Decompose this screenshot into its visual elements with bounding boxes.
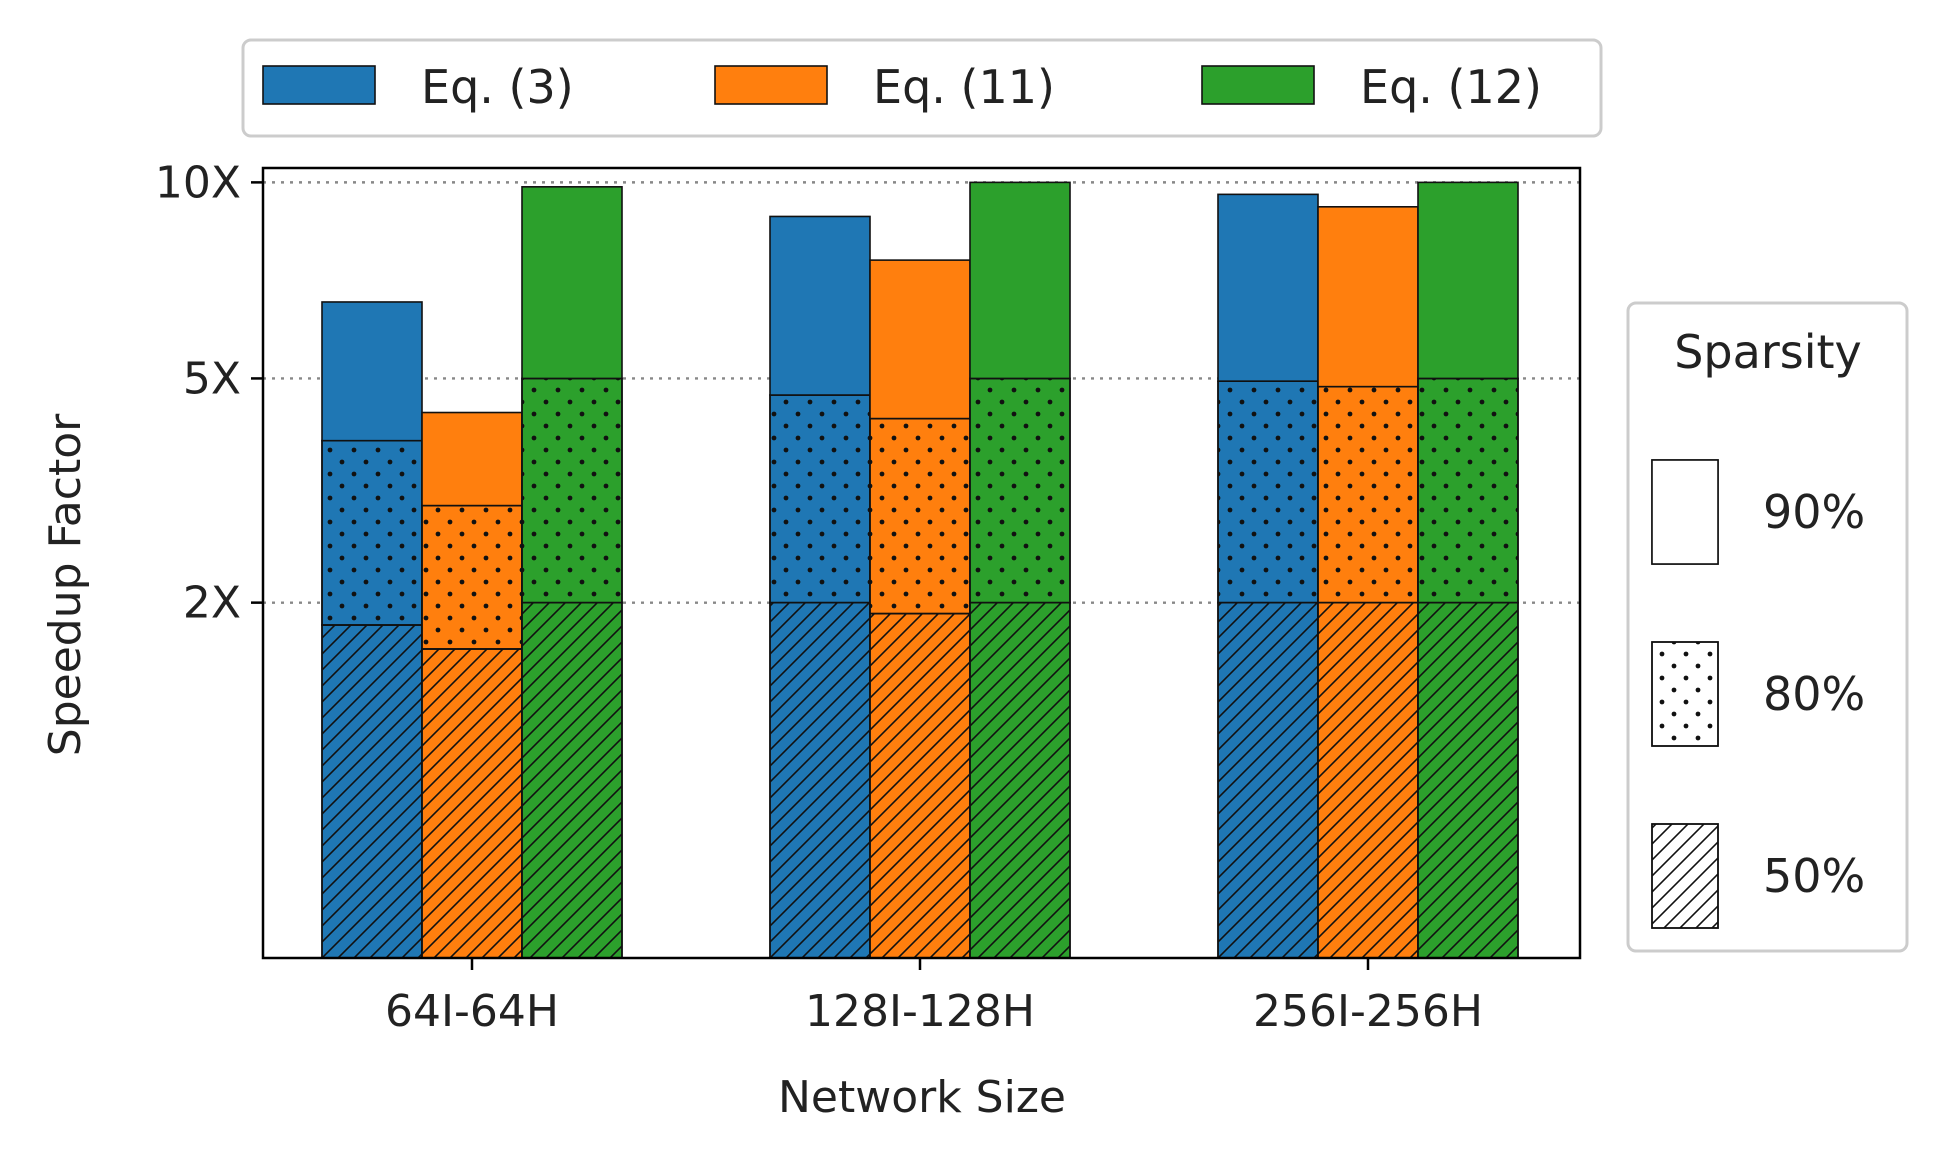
x-axis-ticks: 64I-64H 128I-128H 256I-256H xyxy=(385,958,1483,1037)
bar-eq12-256i-256h-sparsity-90 xyxy=(1417,181,1519,380)
series-legend: Eq. (3) Eq. (11) Eq. (12) xyxy=(241,38,1603,138)
bar-eq12-64i-64h-sparsity-80-pattern xyxy=(521,377,623,604)
bar-eq11-256i-256h-sparsity-90 xyxy=(1317,206,1419,388)
bar-eq3-64i-64h-sparsity-90 xyxy=(321,301,423,442)
sparsity-label-90: 90% xyxy=(1763,485,1865,539)
y-tick-label-5X: 5X xyxy=(183,353,241,404)
legend-swatch-eq3 xyxy=(262,65,376,105)
bar-eq12-128i-128h-sparsity-50-pattern xyxy=(969,601,1071,959)
y-axis-label: Speedup Factor xyxy=(40,413,91,756)
sparsity-label-50: 50% xyxy=(1763,849,1865,903)
bar-eq3-128i-128h-sparsity-80-pattern xyxy=(769,394,871,604)
bar-eq11-128i-128h-sparsity-50-pattern xyxy=(869,612,971,959)
bar-eq11-128i-128h-sparsity-80-pattern xyxy=(869,417,971,615)
bar-eq11-256i-256h-sparsity-80-pattern xyxy=(1317,385,1419,604)
sparsity-label-80: 80% xyxy=(1763,667,1865,721)
bar-eq11-256i-256h-sparsity-50-pattern xyxy=(1317,601,1419,959)
y-tick-label-2X: 2X xyxy=(183,578,241,629)
sparsity-swatch-90 xyxy=(1651,459,1719,565)
sparsity-swatch-80 xyxy=(1651,641,1719,747)
x-tick-label-256I-256H: 256I-256H xyxy=(1253,986,1483,1037)
bar-eq11-128i-128h-sparsity-90 xyxy=(869,259,971,420)
bar-eq12-256i-256h-sparsity-50-pattern xyxy=(1417,601,1519,959)
bar-eq3-128i-128h-sparsity-90 xyxy=(769,215,871,396)
bar-eq11-64i-64h-sparsity-90 xyxy=(421,411,523,507)
y-tick-label-10X: 10X xyxy=(155,157,241,208)
legend-label-eq11: Eq. (11) xyxy=(873,60,1055,114)
bar-eq3-64i-64h-sparsity-80-pattern xyxy=(321,439,423,626)
x-axis-label: Network Size xyxy=(778,1072,1066,1123)
sparsity-legend: Sparsity 90% 80% 50% xyxy=(1626,301,1909,953)
sparsity-swatch-50 xyxy=(1651,823,1719,929)
legend-swatch-eq11 xyxy=(714,65,828,105)
legend-label-eq3: Eq. (3) xyxy=(421,60,574,114)
bar-eq12-256i-256h-sparsity-80-pattern xyxy=(1417,377,1519,604)
bar-eq11-64i-64h-sparsity-50-pattern xyxy=(421,648,523,959)
bar-groups xyxy=(321,181,1519,959)
bar-eq3-256i-256h-sparsity-90 xyxy=(1217,193,1319,382)
bar-eq12-128i-128h-sparsity-80-pattern xyxy=(969,377,1071,604)
bar-eq11-64i-64h-sparsity-80-pattern xyxy=(421,504,523,650)
legend-swatch-eq12 xyxy=(1201,65,1315,105)
bar-eq3-128i-128h-sparsity-50-pattern xyxy=(769,601,871,959)
bar-eq12-64i-64h-sparsity-50-pattern xyxy=(521,601,623,959)
plot-frame xyxy=(261,166,1582,960)
bar-eq12-64i-64h-sparsity-90 xyxy=(521,186,623,380)
bar-eq12-128i-128h-sparsity-90 xyxy=(969,181,1071,380)
y-axis-ticks: 2X 5X 10X xyxy=(155,157,263,629)
bar-eq3-256i-256h-sparsity-80-pattern xyxy=(1217,380,1319,604)
series-legend-frame xyxy=(241,38,1603,138)
sparsity-legend-title: Sparsity xyxy=(1674,325,1862,379)
bar-eq3-256i-256h-sparsity-50-pattern xyxy=(1217,601,1319,959)
x-tick-label-64I-64H: 64I-64H xyxy=(385,986,559,1037)
bar-eq3-64i-64h-sparsity-50-pattern xyxy=(321,624,423,959)
x-tick-label-128I-128H: 128I-128H xyxy=(805,986,1035,1037)
legend-label-eq12: Eq. (12) xyxy=(1360,60,1542,114)
